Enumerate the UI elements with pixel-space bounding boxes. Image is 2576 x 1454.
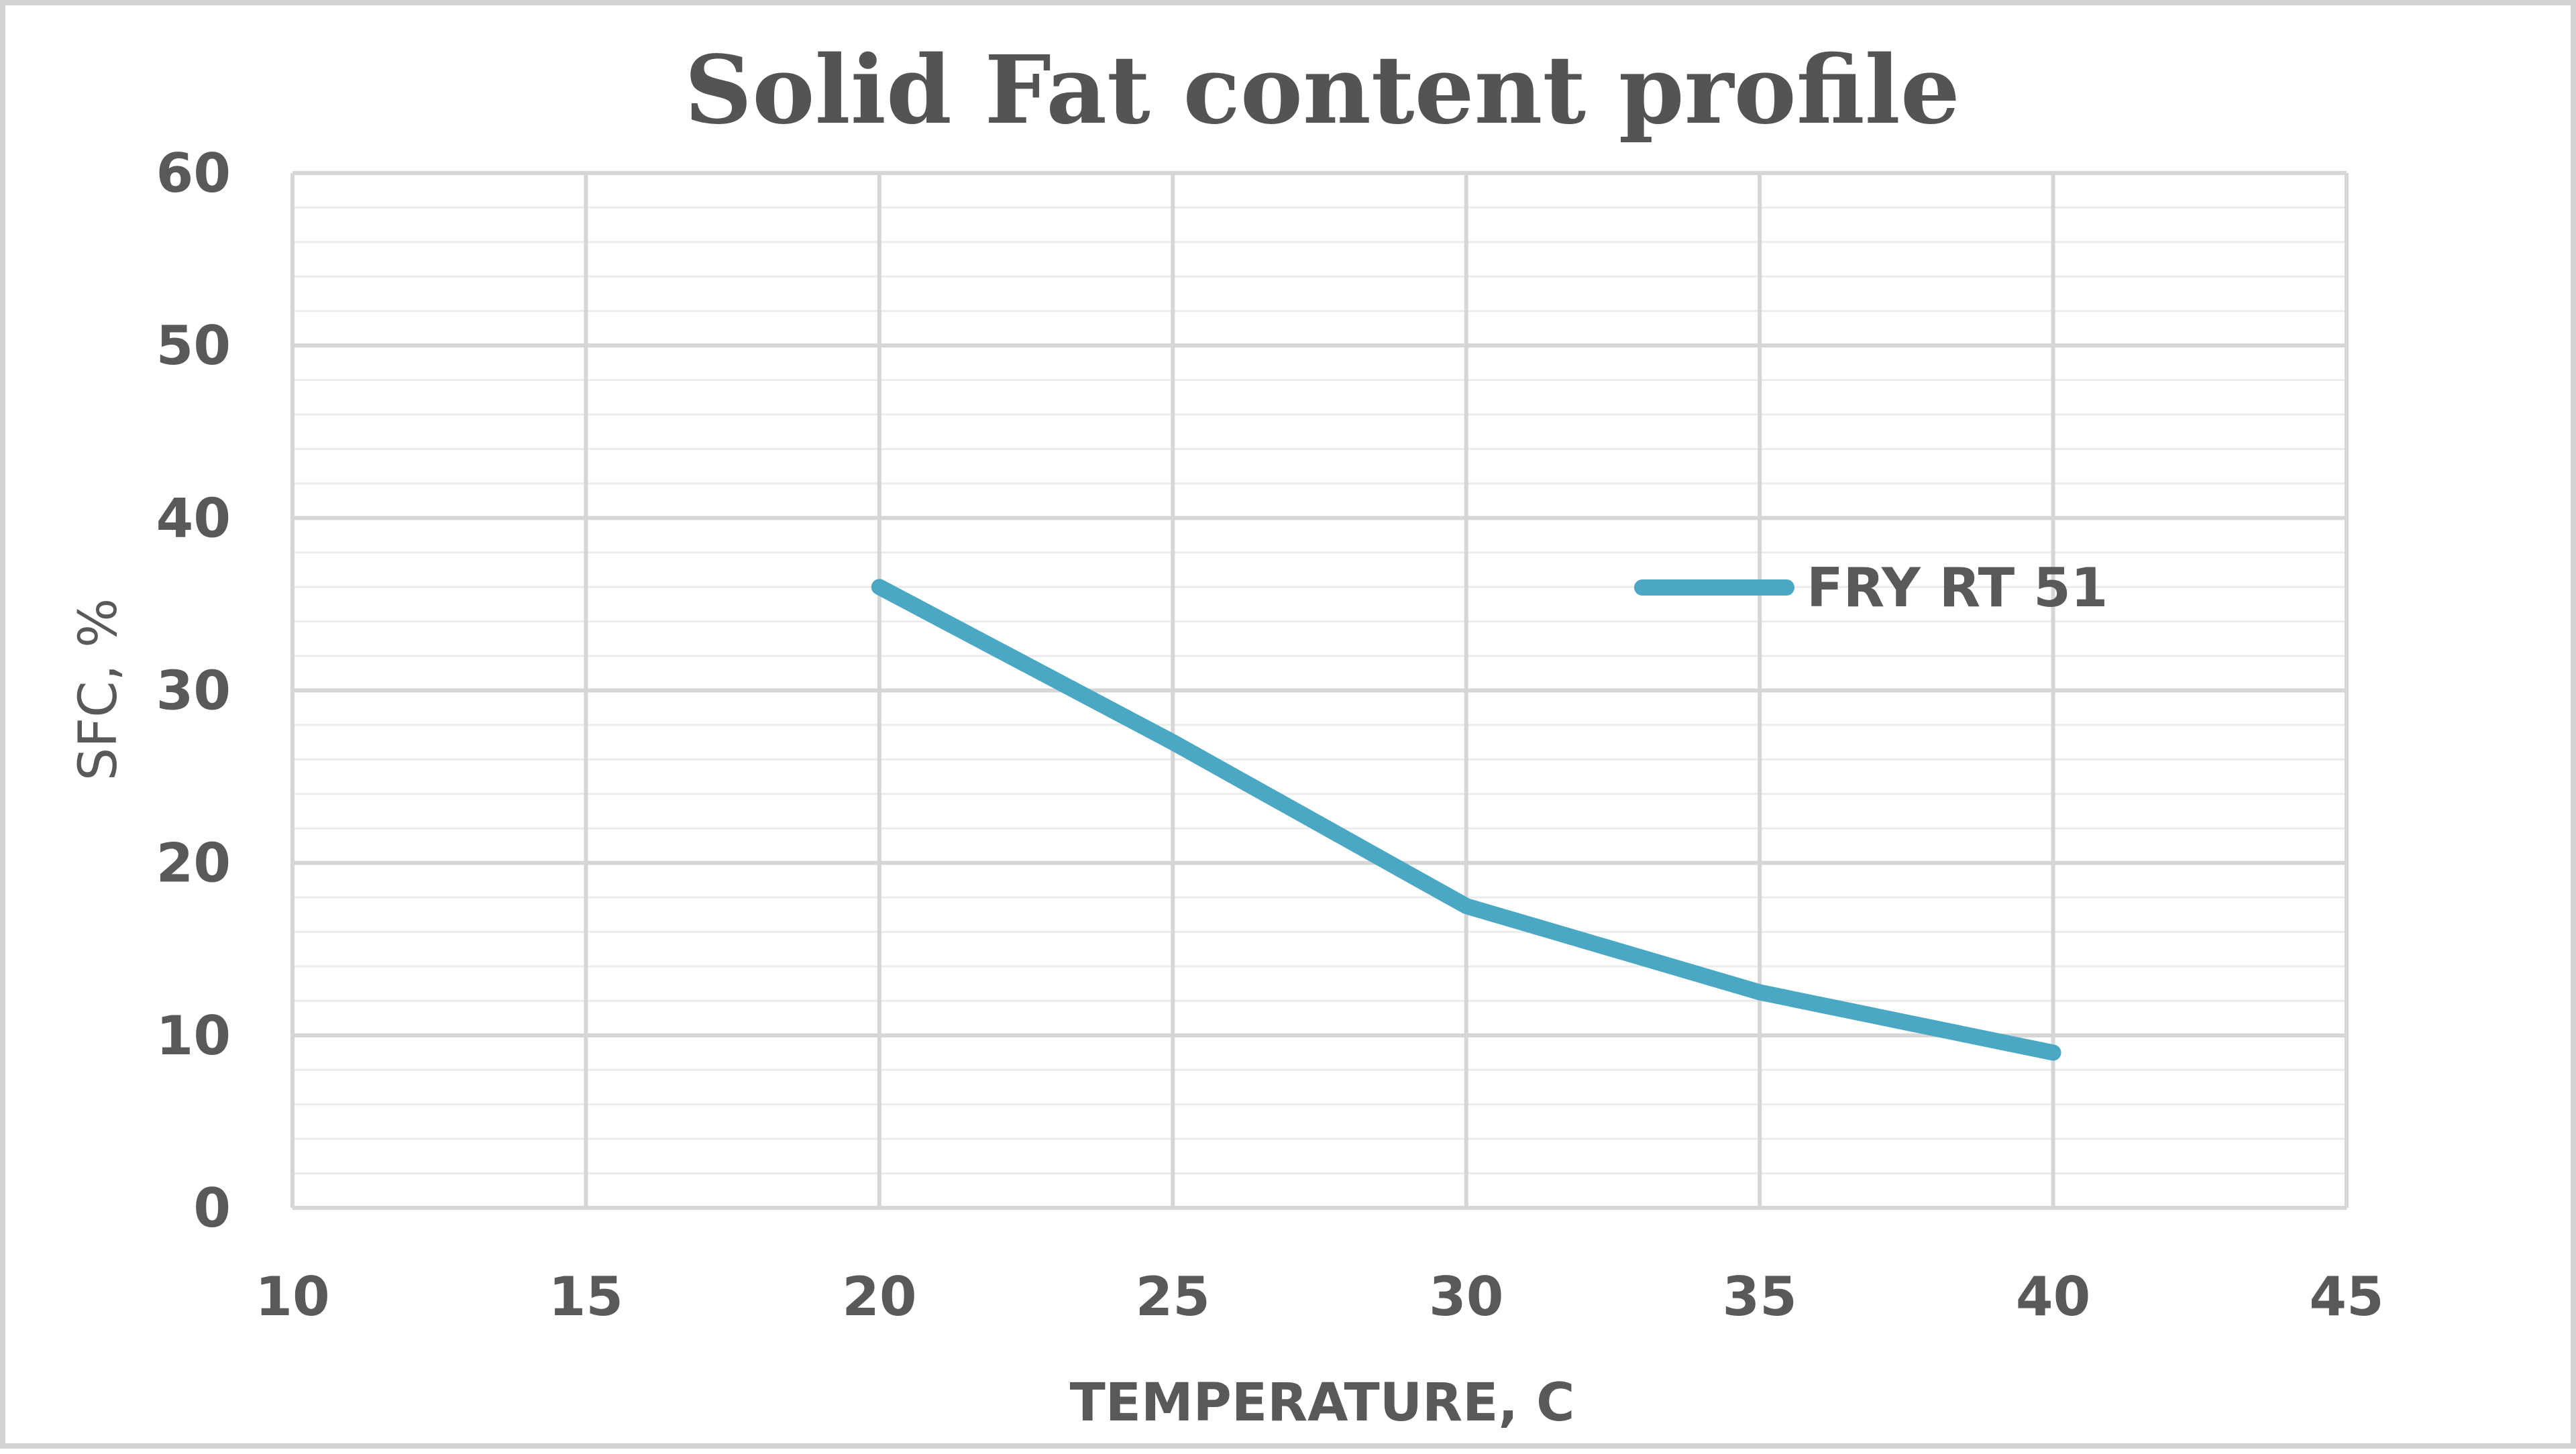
x-tick-label: 35	[1722, 1266, 1796, 1328]
x-tick-label: 40	[2016, 1266, 2090, 1328]
axis-layer: 0 10 20 30 40 50 60 10 15 20 25 30 35 40 45	[156, 142, 2384, 1328]
series-layer	[871, 579, 2061, 1061]
y-tick-label: 10	[156, 1005, 231, 1067]
y-tick-label: 40	[156, 487, 231, 549]
y-tick-label: 50	[156, 315, 231, 377]
legend: FRY RT 51	[1634, 557, 2108, 619]
y-tick-label: 30	[156, 660, 231, 722]
x-tick-label: 10	[255, 1266, 329, 1328]
y-axis-label: SFC, %	[68, 598, 129, 781]
x-tick-label: 25	[1136, 1266, 1210, 1328]
y-tick-label: 20	[156, 832, 231, 895]
legend-label: FRY RT 51	[1807, 557, 2108, 619]
grid-layer	[290, 171, 2349, 1210]
chart-title: Solid Fat content profile	[684, 36, 1960, 146]
x-tick-label: 30	[1429, 1266, 1503, 1328]
y-tick-label: 0	[193, 1177, 231, 1239]
x-tick-label: 15	[549, 1266, 623, 1328]
x-tick-label: 45	[2309, 1266, 2383, 1328]
x-tick-label: 20	[842, 1266, 916, 1328]
y-tick-label: 60	[156, 142, 231, 205]
x-axis-label: TEMPERATURE, C	[1070, 1373, 1575, 1433]
chart-svg: 0 10 20 30 40 50 60 10 15 20 25 30 35 40 45 Solid Fat …	[68, 36, 2384, 1433]
series-line	[871, 579, 2061, 1061]
